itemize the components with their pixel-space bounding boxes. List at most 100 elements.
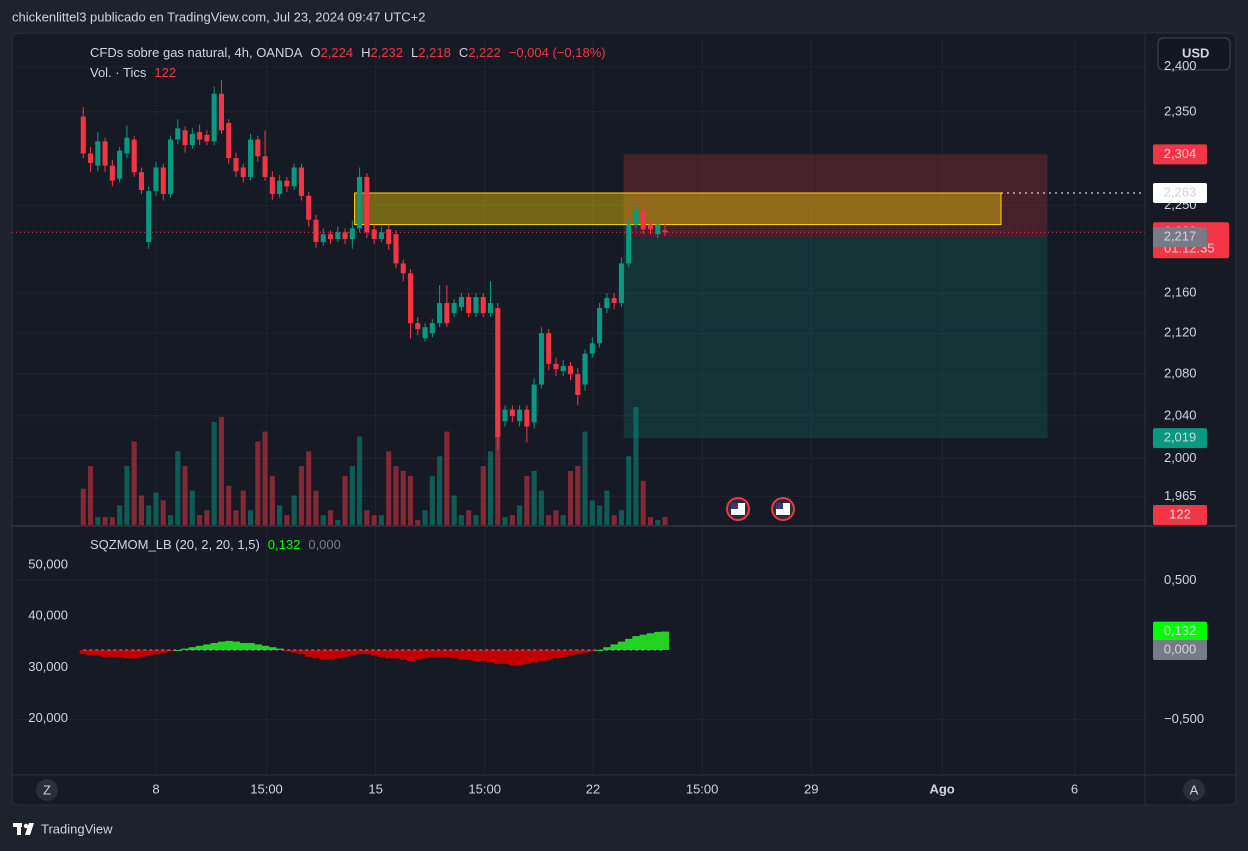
candle-body bbox=[204, 134, 210, 142]
momentum-bar bbox=[450, 649, 459, 659]
momentum-bar bbox=[552, 649, 561, 659]
candle-body bbox=[189, 133, 195, 146]
volume-bar bbox=[80, 488, 86, 525]
volume-bar bbox=[437, 456, 443, 525]
x-tick-label: 8 bbox=[152, 781, 159, 796]
momentum-bar bbox=[181, 648, 190, 650]
auto-label[interactable]: A bbox=[1190, 782, 1199, 797]
volume-bar bbox=[444, 431, 450, 525]
volume-bar bbox=[538, 490, 544, 525]
currency-label[interactable]: USD bbox=[1182, 45, 1209, 60]
candle-body bbox=[480, 297, 486, 314]
indicator-zero: 0,000 bbox=[308, 537, 341, 552]
volume-bar bbox=[422, 510, 428, 525]
volume-bar bbox=[167, 515, 174, 525]
volume-legend: Vol. · Tics 122 bbox=[90, 65, 176, 80]
candle-body bbox=[422, 327, 428, 339]
momentum-bar bbox=[115, 649, 124, 657]
candle-body bbox=[437, 303, 443, 324]
candle-body bbox=[255, 139, 261, 157]
momentum-bar bbox=[646, 633, 655, 650]
volume-bar bbox=[647, 517, 654, 525]
momentum-bar bbox=[435, 649, 444, 657]
momentum-bar bbox=[370, 649, 379, 656]
volume-bar bbox=[313, 490, 319, 525]
legend-high: 2,232 bbox=[370, 45, 403, 60]
logo-part bbox=[23, 823, 29, 829]
candle-body bbox=[335, 232, 341, 240]
momentum-bar bbox=[79, 649, 88, 655]
volume-bar bbox=[160, 500, 166, 525]
momentum-bar bbox=[566, 649, 575, 656]
volume-bar bbox=[197, 515, 203, 525]
momentum-bar bbox=[610, 644, 619, 650]
volume-bar bbox=[487, 451, 494, 525]
candle-body bbox=[269, 176, 275, 194]
volume-bar bbox=[95, 517, 101, 525]
momentum-bar bbox=[515, 649, 524, 666]
volume-bar bbox=[262, 431, 268, 525]
candle-body bbox=[131, 139, 137, 173]
momentum-bar bbox=[203, 644, 212, 650]
momentum-bar bbox=[341, 649, 350, 657]
legend-change: −0,004 (−0,18%) bbox=[509, 45, 606, 60]
candle-body bbox=[400, 263, 406, 274]
legend-open: 2,224 bbox=[321, 45, 354, 60]
legend-o: O bbox=[310, 45, 320, 60]
price-label: 2,263 bbox=[1164, 184, 1197, 199]
candle-body bbox=[393, 234, 399, 264]
volume-bar bbox=[269, 475, 275, 525]
momentum-bar bbox=[217, 641, 226, 650]
y-tick-label: 1,965 bbox=[1164, 488, 1197, 503]
candle-body bbox=[138, 172, 144, 191]
volume-bar bbox=[182, 466, 188, 525]
candle-body bbox=[553, 363, 559, 370]
volume-bar bbox=[349, 466, 355, 525]
legend-low: 2,218 bbox=[418, 45, 451, 60]
volume-bar bbox=[226, 485, 232, 525]
momentum-bar bbox=[588, 649, 597, 652]
volume-bar bbox=[131, 441, 137, 525]
y-tick-label: 2,400 bbox=[1164, 58, 1197, 73]
volume-bar bbox=[393, 466, 399, 525]
momentum-bar bbox=[414, 649, 422, 660]
legend-c: C bbox=[459, 45, 468, 60]
y-tick-label: 2,350 bbox=[1164, 103, 1197, 118]
candle-body bbox=[546, 333, 552, 364]
volume-bar bbox=[582, 431, 588, 525]
zoom-label[interactable]: Z bbox=[43, 782, 51, 797]
volume-bar bbox=[546, 515, 552, 525]
momentum-bar bbox=[421, 649, 430, 659]
momentum-bar bbox=[355, 649, 364, 655]
volume-bar bbox=[247, 510, 254, 525]
momentum-bar bbox=[225, 640, 233, 650]
volume-bar bbox=[320, 515, 326, 525]
volume-bar bbox=[626, 456, 632, 525]
indicator-label: 0,000 bbox=[1164, 641, 1197, 656]
volume-bar bbox=[204, 510, 210, 525]
candle-body bbox=[538, 333, 544, 385]
momentum-bar bbox=[297, 649, 306, 655]
volume-bar bbox=[240, 490, 246, 525]
legend-symbol: CFDs sobre gas natural, 4h, OANDA bbox=[90, 45, 303, 60]
event-flag[interactable] bbox=[726, 497, 795, 521]
candle-body bbox=[124, 137, 130, 154]
candle-body bbox=[262, 156, 268, 177]
momentum-bar bbox=[261, 645, 270, 650]
auto-button[interactable] bbox=[1183, 779, 1205, 801]
candle-body bbox=[247, 139, 254, 177]
price-label: 2,217 bbox=[1164, 229, 1197, 244]
volume-bar bbox=[415, 520, 421, 525]
zoom-button[interactable] bbox=[36, 779, 58, 801]
volume-bar bbox=[335, 520, 341, 525]
y-tick-label: 2,080 bbox=[1164, 366, 1197, 381]
candle-body bbox=[357, 176, 363, 229]
volume-bar bbox=[611, 515, 617, 525]
candle-body bbox=[597, 308, 603, 344]
volume-bar bbox=[306, 451, 312, 525]
candle-body bbox=[647, 224, 654, 230]
zone bbox=[354, 192, 1002, 226]
currency-button[interactable] bbox=[1157, 37, 1231, 71]
header-title: chickenlittel3 publicado en TradingView.… bbox=[12, 9, 426, 24]
